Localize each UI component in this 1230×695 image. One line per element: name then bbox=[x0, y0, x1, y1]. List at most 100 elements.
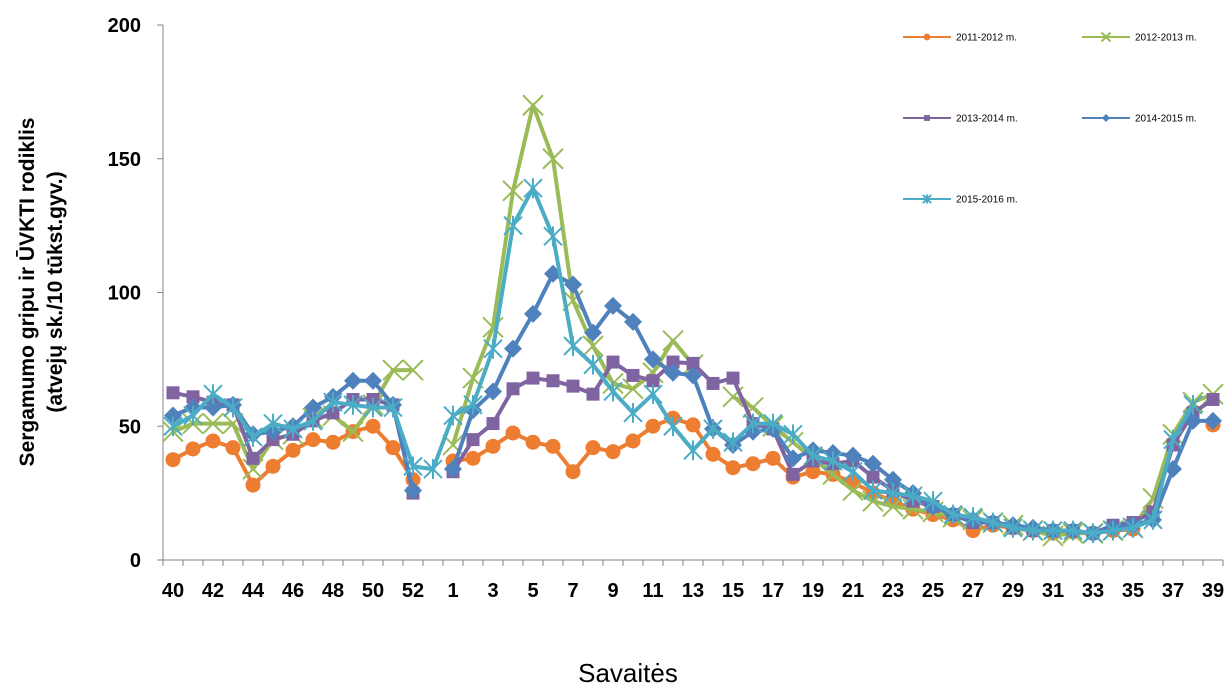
x-tick-label: 37 bbox=[1162, 580, 1184, 602]
x-tick-label: 13 bbox=[682, 580, 704, 602]
data-point bbox=[606, 355, 620, 369]
data-point bbox=[523, 178, 543, 199]
data-point bbox=[326, 406, 340, 420]
data-point bbox=[1163, 429, 1183, 450]
data-point bbox=[483, 338, 503, 359]
data-point bbox=[583, 354, 603, 375]
data-point bbox=[364, 371, 382, 390]
data-point bbox=[565, 464, 581, 480]
data-point bbox=[743, 413, 763, 434]
data-point bbox=[443, 405, 463, 426]
x-tick-label: 31 bbox=[1042, 580, 1064, 602]
data-point bbox=[403, 456, 423, 477]
x-tick-label: 5 bbox=[527, 580, 538, 602]
data-point bbox=[263, 413, 283, 434]
data-point bbox=[622, 378, 644, 400]
data-point bbox=[444, 460, 462, 479]
legend-item: 2015-2016 m. bbox=[903, 194, 1018, 206]
legend-label: 2012-2013 m. bbox=[1135, 33, 1197, 44]
y-tick-label: 100 bbox=[108, 283, 141, 305]
data-point bbox=[884, 470, 902, 489]
data-point bbox=[343, 394, 363, 415]
data-point bbox=[466, 433, 480, 447]
x-tick-label: 11 bbox=[642, 580, 663, 602]
data-point bbox=[664, 363, 682, 382]
data-point bbox=[563, 336, 583, 356]
data-point bbox=[166, 386, 180, 400]
data-point bbox=[543, 226, 563, 247]
data-point bbox=[186, 390, 200, 404]
series-line bbox=[172, 186, 1195, 536]
data-point bbox=[922, 194, 932, 204]
data-point bbox=[643, 384, 663, 405]
legend-label: 2014-2015 m. bbox=[1135, 114, 1197, 125]
data-point bbox=[385, 440, 401, 456]
data-point bbox=[223, 397, 243, 418]
x-tick-label: 46 bbox=[282, 580, 304, 602]
data-point bbox=[963, 507, 983, 528]
data-point bbox=[1204, 411, 1222, 430]
x-tick-label: 25 bbox=[922, 580, 944, 602]
data-point bbox=[662, 329, 684, 352]
data-point bbox=[1123, 518, 1143, 538]
data-point bbox=[703, 419, 723, 439]
series-line bbox=[173, 418, 1213, 533]
data-point bbox=[625, 433, 641, 449]
data-point bbox=[786, 467, 800, 481]
data-point bbox=[605, 444, 621, 460]
x-tick-label: 35 bbox=[1122, 580, 1144, 602]
data-point bbox=[564, 275, 582, 294]
data-point bbox=[163, 416, 183, 437]
series-2014-2015 bbox=[164, 264, 1222, 543]
data-point bbox=[265, 458, 281, 474]
data-point bbox=[503, 215, 523, 236]
data-point bbox=[584, 323, 602, 342]
x-tick-label: 48 bbox=[322, 580, 344, 602]
data-point bbox=[203, 384, 223, 405]
data-point bbox=[363, 397, 383, 418]
data-point bbox=[505, 425, 521, 441]
data-point bbox=[482, 316, 504, 338]
data-point bbox=[243, 427, 263, 447]
data-point bbox=[623, 402, 643, 423]
x-tick-label: 29 bbox=[1002, 580, 1024, 602]
data-point bbox=[506, 382, 520, 396]
data-point bbox=[742, 396, 764, 419]
data-point bbox=[404, 481, 422, 500]
data-point bbox=[342, 420, 364, 443]
data-point bbox=[684, 366, 702, 385]
x-tick-label: 40 bbox=[162, 580, 184, 602]
data-point bbox=[205, 433, 221, 449]
legend-label: 2011-2012 m. bbox=[956, 33, 1017, 44]
data-point bbox=[683, 440, 703, 461]
data-point bbox=[202, 412, 224, 435]
y-tick-label: 200 bbox=[108, 15, 141, 37]
data-point bbox=[465, 450, 481, 466]
x-tick-label: 19 bbox=[802, 580, 824, 602]
data-point bbox=[524, 304, 542, 323]
data-point bbox=[1101, 113, 1111, 123]
x-tick-label: 1 bbox=[447, 580, 458, 602]
data-point bbox=[644, 350, 662, 369]
data-point bbox=[645, 418, 661, 434]
data-point bbox=[546, 374, 560, 388]
x-tick-label: 3 bbox=[487, 580, 498, 602]
x-tick-label: 52 bbox=[402, 580, 424, 602]
data-point bbox=[485, 438, 501, 454]
data-point bbox=[842, 479, 864, 502]
data-point bbox=[1023, 520, 1043, 541]
data-point bbox=[502, 180, 524, 202]
data-point bbox=[603, 381, 623, 402]
legend-label: 2013-2014 m. bbox=[956, 114, 1018, 125]
data-point bbox=[723, 432, 743, 453]
data-point bbox=[1043, 520, 1063, 541]
legend: 2011-2012 m. 2012-2013 m. 2013-2014 m. 2014… bbox=[903, 31, 1197, 206]
data-point bbox=[903, 485, 923, 506]
data-point bbox=[663, 416, 683, 437]
x-tick-label: 17 bbox=[762, 580, 784, 602]
data-point bbox=[245, 477, 261, 493]
legend-item: 2014-2015 m. bbox=[1082, 114, 1197, 125]
x-axis-title: Savaitės bbox=[578, 658, 678, 688]
